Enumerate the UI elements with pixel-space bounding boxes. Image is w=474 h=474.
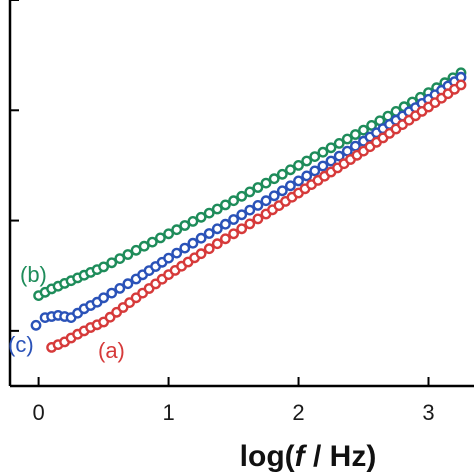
data-point <box>30 319 42 331</box>
axes <box>8 0 474 388</box>
data-point <box>228 214 240 225</box>
data-point <box>333 137 345 149</box>
data-point <box>130 244 142 256</box>
data-point <box>268 190 280 202</box>
x-tick-label: 3 <box>422 400 434 425</box>
data-point <box>203 207 215 219</box>
data-point <box>293 175 304 187</box>
data-point <box>276 185 288 197</box>
data-point <box>211 223 223 235</box>
data-point <box>146 236 158 248</box>
data-point <box>219 199 231 211</box>
data-point <box>284 180 296 192</box>
data-point <box>260 177 272 189</box>
data-point <box>252 213 264 225</box>
series-label-a: (a) <box>98 338 125 363</box>
series-0 <box>33 67 467 301</box>
data-point <box>455 79 467 91</box>
data-point <box>341 133 353 145</box>
data-point <box>260 195 272 207</box>
data-point <box>317 146 329 158</box>
data-point <box>187 237 199 249</box>
data-point <box>106 257 118 269</box>
data-point <box>154 232 166 244</box>
data-point <box>163 252 175 264</box>
data-point <box>276 168 288 180</box>
data-point <box>309 151 321 163</box>
data-point <box>244 218 256 230</box>
data-point <box>301 170 313 182</box>
x-axis-label: log(f / Hz) <box>240 440 377 473</box>
x-tick-label: 2 <box>292 400 304 425</box>
data-point <box>236 190 248 202</box>
data-point <box>219 218 231 230</box>
data-point <box>195 232 207 244</box>
data-point <box>138 240 150 252</box>
data-point <box>284 164 296 176</box>
data-point <box>106 287 118 299</box>
series-2 <box>46 79 467 353</box>
data-point <box>325 155 337 167</box>
data-point <box>114 253 126 265</box>
data-point <box>163 228 175 240</box>
data-point <box>98 261 110 273</box>
data-point <box>236 223 248 235</box>
data-point <box>358 124 369 136</box>
data-point <box>293 159 304 171</box>
data-point <box>122 249 134 260</box>
data-point <box>309 165 321 177</box>
data-point <box>98 292 110 304</box>
data-point <box>179 220 191 231</box>
series-1 <box>30 71 467 331</box>
x-tick-label: 1 <box>162 400 174 425</box>
data-point <box>244 204 256 216</box>
data-point <box>171 247 183 259</box>
data-point <box>349 140 361 152</box>
data-point <box>228 195 240 207</box>
data-point <box>219 233 231 245</box>
data-point <box>187 215 199 227</box>
data-point <box>203 243 215 255</box>
data-point <box>171 224 183 236</box>
data-point <box>252 182 264 193</box>
data-point <box>244 186 256 198</box>
series-label-b: (b) <box>20 262 47 287</box>
data-point <box>268 173 280 185</box>
data-point <box>325 142 337 154</box>
data-point <box>333 150 345 162</box>
data-point <box>179 242 191 254</box>
series-layer <box>30 67 467 353</box>
x-tick-label: 0 <box>32 400 44 425</box>
series-label-c: (c) <box>8 332 34 357</box>
data-point <box>252 199 264 211</box>
data-point <box>114 282 126 294</box>
data-point <box>228 228 240 240</box>
data-point <box>203 228 215 239</box>
data-point <box>211 203 223 215</box>
data-point <box>211 238 223 250</box>
data-point <box>195 211 207 223</box>
ticks: 0 1 2 3 <box>10 0 435 425</box>
data-point <box>301 155 313 167</box>
data-point <box>349 129 361 140</box>
data-point <box>366 120 377 131</box>
data-point <box>317 160 329 172</box>
data-point <box>236 209 248 221</box>
data-point <box>122 278 134 290</box>
data-point <box>195 248 207 260</box>
data-point <box>341 145 353 157</box>
